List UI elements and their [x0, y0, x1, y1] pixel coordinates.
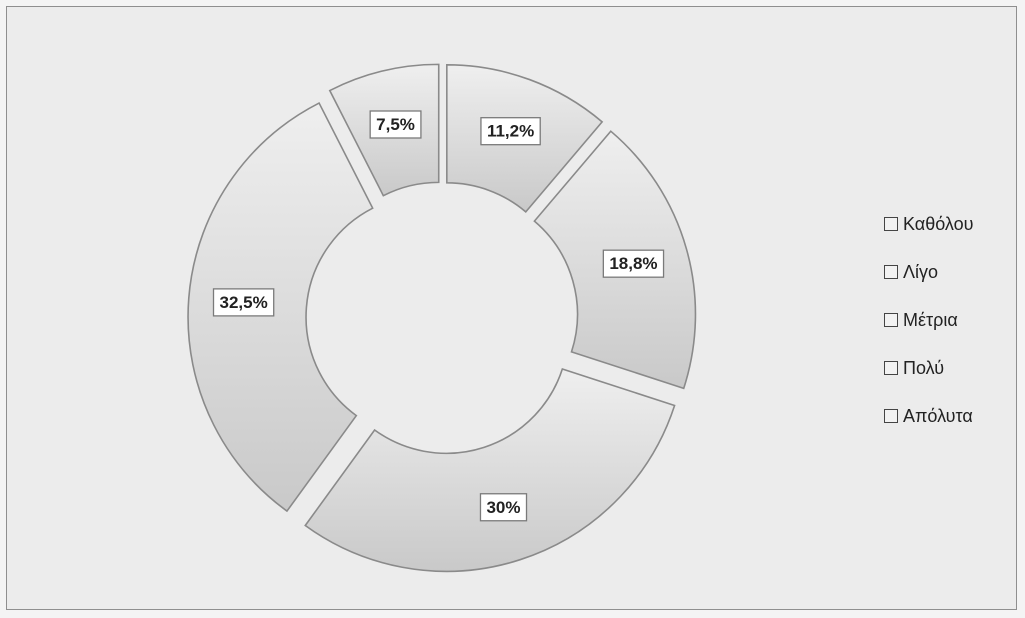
data-label-4: 32,5%	[212, 288, 275, 317]
data-label-3: 30%	[479, 493, 528, 522]
data-label-text: 11,2%	[487, 122, 534, 141]
legend-item: Λίγο	[884, 248, 1014, 296]
legend-label: Απόλυτα	[903, 405, 973, 426]
legend-item: Απόλυτα	[884, 392, 1014, 440]
data-label-5: 7,5%	[369, 110, 422, 139]
data-label-text: 18,8%	[609, 254, 657, 273]
legend-label: Καθόλου	[903, 213, 974, 234]
data-label-box	[602, 249, 665, 278]
slices-layer	[187, 63, 697, 573]
doughnut-slice-4	[187, 101, 374, 513]
legend-swatch-icon	[884, 217, 898, 231]
data-label-box	[480, 117, 541, 146]
legend-label: Μέτρια	[903, 309, 958, 330]
legend-item: Μέτρια	[884, 296, 1014, 344]
legend-swatch-icon	[884, 361, 898, 375]
legend-swatch-icon	[884, 265, 898, 279]
data-label-box	[212, 288, 275, 317]
data-label-text: 30%	[486, 498, 520, 517]
data-label-text: 32,5%	[220, 293, 268, 312]
data-label-box	[479, 493, 528, 522]
legend-item: Πολύ	[884, 344, 1014, 392]
legend-swatch-icon	[884, 313, 898, 327]
data-label-box	[369, 110, 422, 139]
doughnut-slice-3	[304, 368, 676, 573]
data-label-2: 18,8%	[602, 249, 665, 278]
legend-swatch-icon	[884, 409, 898, 423]
legend-label: Πολύ	[903, 357, 945, 378]
data-label-1: 11,2%	[480, 117, 541, 146]
legend-label: Λίγο	[903, 261, 939, 282]
data-labels-layer: 11,2% 18,8% 30% 32,5% 7,5%	[212, 110, 665, 522]
legend-item: Καθόλου	[884, 200, 1014, 248]
data-label-text: 7,5%	[376, 115, 415, 134]
legend: Καθόλου Λίγο Μέτρια Πολύ Απόλυτα	[884, 200, 1014, 440]
